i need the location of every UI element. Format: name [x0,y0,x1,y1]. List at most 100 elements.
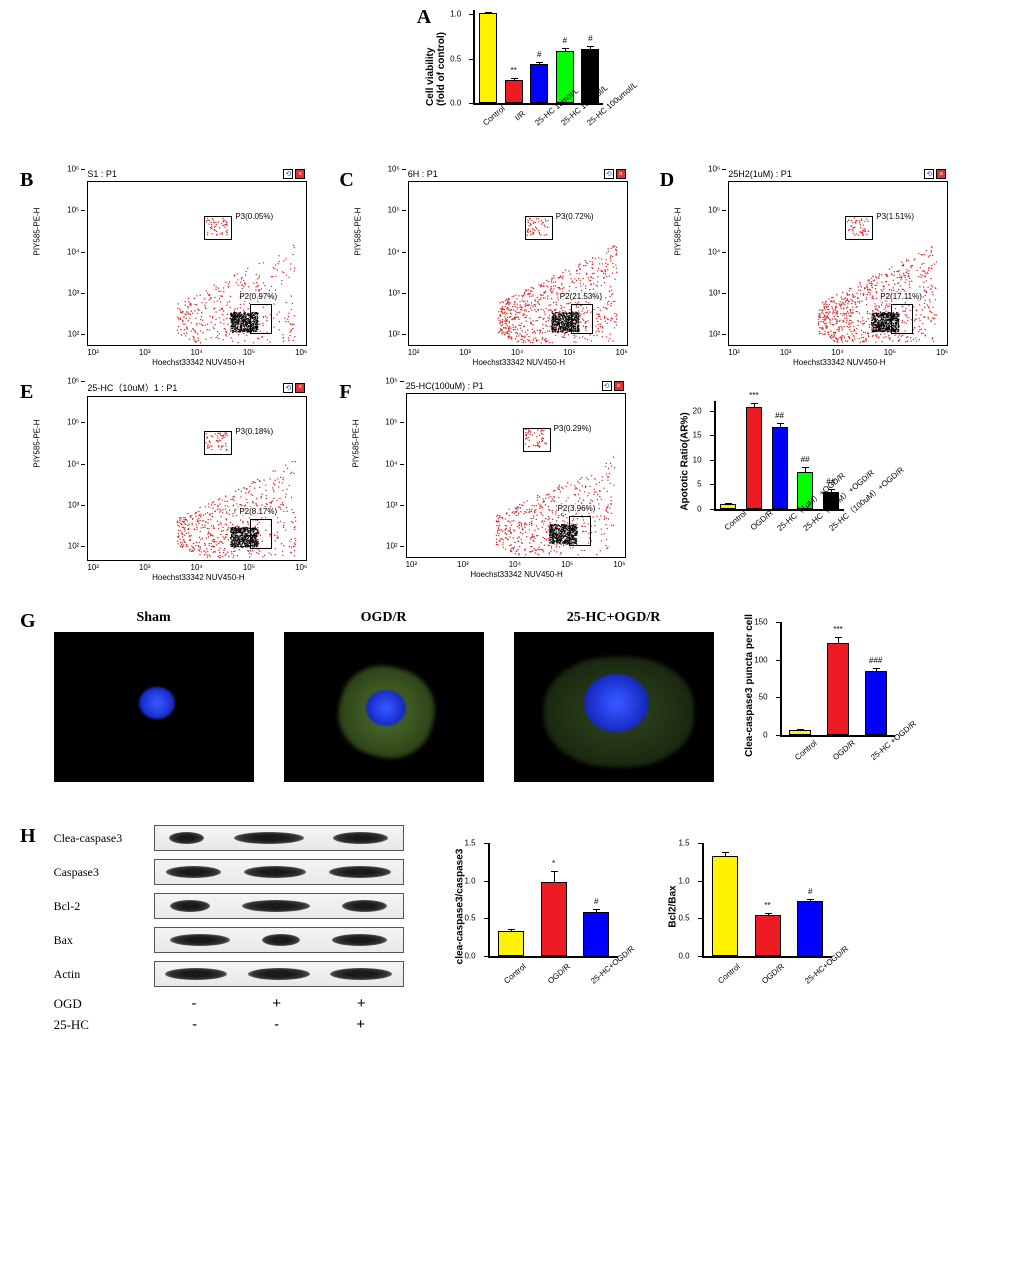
panel-c-label: C [339,169,353,367]
flow-yaxis-label: PIY585-PE-H [674,207,683,255]
panel-a-chart-wrap: Cell viability(fold of control) 0.00.51.… [443,10,603,159]
micro-sham-wrap: Sham [54,610,254,782]
bar [479,13,497,103]
panel-g-barchart: 050100150***### [780,622,895,737]
blot-protein-label: Bax [54,933,154,948]
micro-25hc-title: 25-HC+OGD/R [514,610,714,626]
flow-yaxis-label: PIY585-PE-H [33,419,42,467]
flow-c: 6H : P1⟲×10²10³10⁴10⁵10⁶PIY585-PE-HP3(0.… [360,169,630,367]
gate-p3-label: P3(0.05%) [234,212,274,221]
flow-title: 25-HC（10uM）1 : P1 [87,381,177,394]
condition-value: + [272,995,281,1012]
refresh-icon: ⟲ [604,169,614,179]
panel-g-chart-wrap: Clea-caspase3 puncta per cell 050100150*… [744,622,895,791]
blot-strip [154,859,404,885]
micro-ogdr-title: OGD/R [284,610,484,626]
panel-a-ytitle: Cell viability(fold of control) [425,32,447,106]
flow-xaxis-label: Hoechst33342 NUV450-H [87,358,309,367]
flow-title: S1 : P1 [87,169,117,179]
condition-value: + [356,1016,365,1033]
panel-h-chart2-xlabels: ControlOGD/R25-HC+OGD/R [702,962,832,1012]
flow-xaxis-label: Hoechst33342 NUV450-H [408,358,630,367]
panel-f-label: F [339,381,351,579]
condition-value: - [191,995,196,1012]
western-blot-wrap: Clea-caspase3Caspase3Bcl-2BaxActin OGD-+… [54,825,404,1033]
apoptotic-ytitle: Apototic Ratio(AR%) [679,412,690,510]
bar: # [530,64,548,103]
close-icon: × [295,383,305,393]
flow-xaxis-label: Hoechst33342 NUV450-H [406,570,628,579]
blot-strip [154,893,404,919]
refresh-icon: ⟲ [283,383,293,393]
gate-p3-label: P3(0.29%) [553,424,593,433]
condition-value: - [192,1016,197,1033]
blot-protein-label: Actin [54,967,154,982]
close-icon: × [614,381,624,391]
bar [789,730,811,735]
western-blots: Clea-caspase3Caspase3Bcl-2BaxActin [54,825,404,987]
gate-p2-label: P2(0.97%) [238,292,278,301]
panel-h-chart1-xlabels: ControlOGD/R25-HC+OGD/R [488,962,618,1012]
bar: ** [505,80,523,103]
refresh-icon: ⟲ [283,169,293,179]
refresh-icon: ⟲ [924,169,934,179]
flow-f: 25-HC(100uM) : P1⟲×10²10³10⁴10⁵10⁶PIY585… [358,381,628,579]
close-icon: × [936,169,946,179]
bar: ### [865,671,887,735]
panel-h-chart1-ytitle: clea-caspase3/caspase3 [454,849,465,965]
panel-g-label: G [20,610,36,633]
figure-root: A Cell viability(fold of control) 0.00.5… [10,10,1010,1033]
bar: # [583,912,609,956]
flow-xaxis-label: Hoechst33342 NUV450-H [87,573,309,582]
panel-h-chart2-ytitle: Bcl2/Bax [667,885,678,927]
panel-d-label: D [660,169,674,367]
flow-xaxis-label: Hoechst33342 NUV450-H [728,358,950,367]
panel-h-barchart1: 0.00.51.01.5*# [488,843,618,958]
bar: *** [746,407,762,510]
bar: * [541,882,567,956]
blot-strip [154,825,404,851]
flow-title: 25-HC(100uM) : P1 [406,381,484,391]
xtick-label: 25-HC+OGD/R [589,962,641,1017]
micro-ogdr [284,632,484,782]
bar [720,504,736,509]
gate-p2-label: P2(21.53%) [559,292,603,301]
gate-p3-label: P3(1.51%) [875,212,915,221]
panel-a-label: A [417,6,431,29]
xtick-label: 25-HC+OGD/R [803,962,855,1017]
xtick-label: 25-HC +OGD/R [870,741,919,793]
flow-title: 25H2(1uM) : P1 [728,169,792,179]
flow-b: S1 : P1⟲×10²10³10⁴10⁵10⁶PIY585-PE-HP3(0.… [39,169,309,367]
close-icon: × [616,169,626,179]
bar: ** [755,915,781,956]
flow-yaxis-label: PIY585-PE-H [353,207,362,255]
apoptotic-xlabels: ControlOGD/R25-HC（1uM）+OGD/R25-HC（10uM）+… [714,515,844,565]
panel-h-label: H [20,825,36,848]
panel-h-barchart2: 0.00.51.01.5**# [702,843,832,958]
xtick-label: OGD/R [760,962,812,1017]
bar [712,856,738,956]
blot-protein-label: Clea-caspase3 [54,831,154,846]
micro-ogdr-wrap: OGD/R [284,610,484,782]
flow-title: 6H : P1 [408,169,438,179]
gate-p2-label: P2(8.17%) [238,507,278,516]
blot-strip [154,961,404,987]
micro-25hc [514,632,714,782]
blot-protein-label: Caspase3 [54,865,154,880]
condition-label: 25-HC [54,1017,154,1033]
bar [498,931,524,956]
panel-h-chart1-wrap: clea-caspase3/caspase3 0.00.51.01.5*# Co… [454,843,618,1012]
apoptotic-chart-wrap: Apototic Ratio(AR%) 05101520***###### Co… [678,401,844,565]
xtick-label: Control [502,962,554,1017]
blot-conditions: OGD-++25-HC--+ [54,995,404,1033]
condition-value: - [274,1016,279,1033]
gate-p2-label: P2(17.11%) [879,292,923,301]
condition-label: OGD [54,996,154,1012]
xtick-label: Control [793,741,842,793]
flow-d: 25H2(1uM) : P1⟲×10²10³10⁴10⁵10⁶PIY585-PE… [680,169,950,367]
bar: # [797,901,823,956]
close-icon: × [295,169,305,179]
panel-a-barchart: 0.00.51.0**### [473,10,603,105]
flow-e: 25-HC（10uM）1 : P1⟲×10²10³10⁴10⁵10⁶PIY585… [39,381,309,582]
micro-sham [54,632,254,782]
